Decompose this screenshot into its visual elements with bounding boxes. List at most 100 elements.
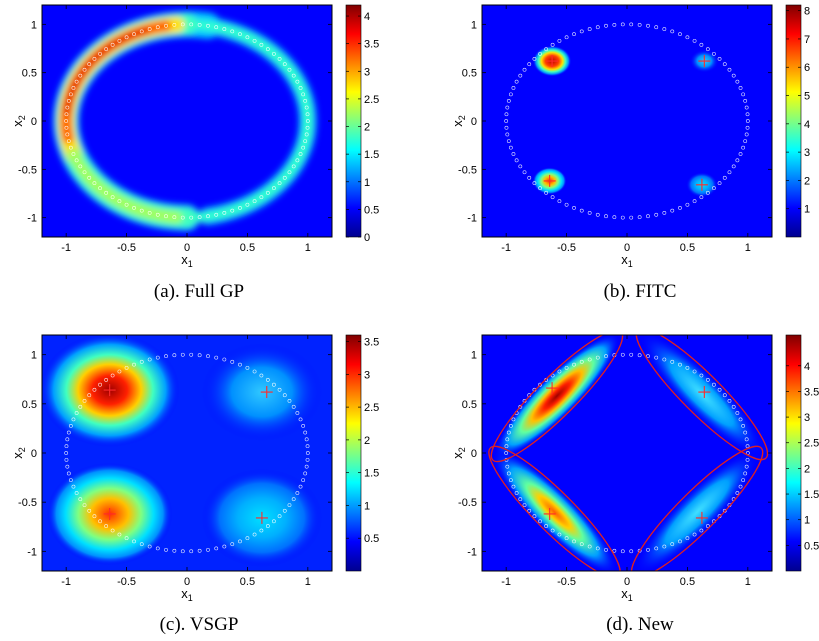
data-point [92,514,97,519]
data-point [518,404,523,409]
data-point [670,542,675,547]
data-point [172,22,177,27]
data-point [544,47,549,52]
data-point [189,352,194,357]
y-tick-label: 0 [31,448,37,460]
heatmap-c [42,335,332,571]
colorbar-tick-label: 3 [804,412,810,424]
data-point [735,79,740,84]
colorbar-tick-label: 7 [804,34,810,46]
colorbar-tick-label: 0.5 [804,540,819,552]
density-blob [491,449,618,571]
data-point [64,112,69,117]
panel-c: -1 -0.5 0 0.5 1 1 0.5 0 -0.5 -1 0.5 1 1.5 2 2.5 3 3.5 x… [10,334,379,635]
data-point [110,42,115,47]
data-point [743,99,748,103]
ticks-d: -1 -0.5 0 0.5 1 1 0.5 0 -0.5 -1 [458,335,772,588]
heatmap-background [482,5,772,237]
data-point [504,112,509,117]
data-point [282,508,287,513]
x-tick-label: 0 [624,576,630,588]
data-point [522,67,527,72]
data-point [64,444,69,449]
x-tick-label: -1 [501,242,511,254]
data-point [685,365,690,370]
colorbar-tick-label: 6 [804,62,810,74]
data-point [304,464,309,469]
data-point [637,353,642,358]
data-point [508,145,513,150]
data-point [604,547,608,552]
data-point [214,25,219,30]
data-point [78,497,83,502]
inducing-point-marker [255,511,268,524]
ticks-b: -1 -0.5 0 0.5 1 1 0.5 0 -0.5 -1 [458,5,772,254]
data-point [654,25,659,30]
data-point [291,164,296,169]
colorbar-ticks-c: 0.5 1 1.5 2 2.5 3 3.5 [346,337,379,545]
data-point [98,382,102,387]
data-point [301,423,306,428]
ylabel-b: x2 [450,115,467,127]
data-point [745,112,750,117]
colorbar-tick-label: 2.5 [364,402,379,414]
data-point [717,56,722,61]
data-point [629,549,634,554]
data-point [506,430,511,435]
data-point [506,471,511,476]
data-point [206,547,210,552]
data-point [727,67,732,72]
colorbar-tick-label: 3.5 [364,39,379,51]
data-point [206,23,210,28]
data-point [132,32,136,37]
data-point [295,79,300,84]
data-point [527,62,532,67]
data-point [572,539,576,544]
y-tick-label: -1 [27,546,37,558]
data-point [65,437,70,442]
data-point [272,51,276,56]
data-point [557,199,562,204]
data-point [259,373,264,378]
data-point [527,175,532,180]
data-point [265,190,270,195]
data-point [654,546,659,551]
colorbar-tick-label: 0.5 [364,204,379,216]
colorbar-tick-label: 1.5 [364,149,379,161]
data-point [78,404,83,409]
data-point [662,27,667,31]
data-point [189,22,194,27]
data-point [579,359,584,364]
data-point [277,181,282,186]
data-point [685,35,690,40]
covariance-ellipse [635,335,769,461]
data-point [712,186,716,191]
data-point [74,158,79,163]
variance-arc [67,148,183,224]
data-point [298,152,303,156]
x-tick-label: 0.5 [680,242,695,254]
data-point [629,352,634,357]
data-point [172,215,177,220]
data-point [712,51,716,56]
y-tick-label: 0.5 [22,399,37,411]
data-point [259,528,264,533]
panel-d: -1 -0.5 0 0.5 110.50-0.5-1 0.511.522.533.54 … [450,334,819,635]
density-blob [42,335,180,448]
data-point [572,32,576,37]
data-point [744,464,749,469]
data-point [277,387,282,392]
colorbar-tick-label: 5 [804,91,810,103]
colorbar-a [345,4,362,238]
data-point [532,56,537,61]
data-point [629,22,634,27]
data-point [82,503,87,508]
colorbar-tick-label: 1.5 [364,468,379,480]
data-point [514,79,519,84]
data-point [82,398,87,403]
data-point [65,464,70,469]
data-point [164,547,168,552]
data-point [620,352,625,357]
data-point [564,365,569,370]
